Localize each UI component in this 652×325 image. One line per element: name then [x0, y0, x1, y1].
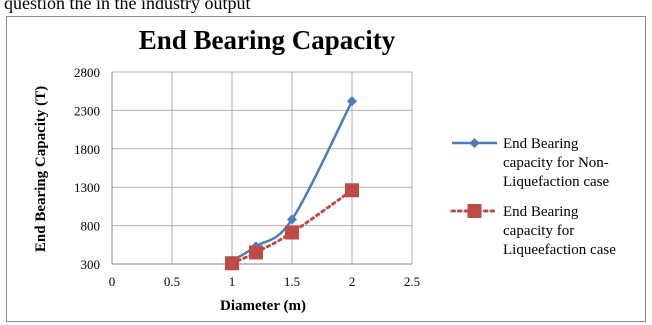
- data-point-square: [249, 245, 263, 260]
- y-tick-label: 300: [81, 257, 101, 272]
- y-tick-label: 2300: [74, 103, 100, 118]
- legend-label-line: Liqueefaction case: [503, 242, 616, 258]
- chart-frame: End Bearing Capacity End Bearing Capacit…: [6, 16, 646, 322]
- grid-lines: [112, 71, 413, 264]
- legend-marker-2: [467, 204, 482, 218]
- x-tick-label: 2.5: [404, 274, 420, 289]
- data-point-square: [225, 256, 239, 271]
- series-line-2: [230, 188, 354, 265]
- chart-title: End Bearing Capacity: [139, 25, 396, 55]
- x-tick-label: 2: [349, 274, 356, 289]
- x-axis-title: Diameter (m): [220, 298, 306, 314]
- legend-marker-1: [469, 138, 480, 148]
- x-tick-label: 1.5: [284, 274, 300, 289]
- legend: End Bearing capacity for Non- Liquefaction…: [450, 136, 616, 258]
- x-tick-label: 0: [109, 274, 116, 289]
- legend-label-line: capacity for Non-: [503, 155, 609, 171]
- data-point-diamond: [287, 214, 297, 225]
- top-text-fragment: question the in the industry output: [4, 0, 251, 13]
- data-point-square: [345, 183, 359, 198]
- legend-label-line: Liquefaction case: [503, 174, 610, 190]
- legend-label-line: capacity for: [503, 223, 574, 239]
- data-point-square: [285, 225, 299, 240]
- end-bearing-chart: End Bearing Capacity End Bearing Capacit…: [33, 25, 616, 314]
- y-tick-label: 800: [81, 219, 101, 234]
- legend-label-line: End Bearing: [503, 204, 579, 220]
- axes: [111, 72, 412, 265]
- x-tick-label: 1: [229, 274, 236, 289]
- legend-label-line: End Bearing: [503, 136, 579, 152]
- data-point-diamond: [347, 96, 357, 107]
- series-line-1: [231, 100, 354, 262]
- series-layer: [225, 96, 359, 271]
- tick-labels: 0 0.5 1 1.5 2 2.5 300 800 1300 1800 2300 2800: [74, 65, 420, 289]
- y-tick-label: 1300: [74, 180, 100, 195]
- y-tick-label: 2800: [74, 65, 100, 80]
- y-tick-label: 1800: [74, 142, 100, 157]
- x-tick-label: 0.5: [164, 274, 180, 289]
- y-axis-title: End Bearing Capacity (T): [33, 86, 49, 252]
